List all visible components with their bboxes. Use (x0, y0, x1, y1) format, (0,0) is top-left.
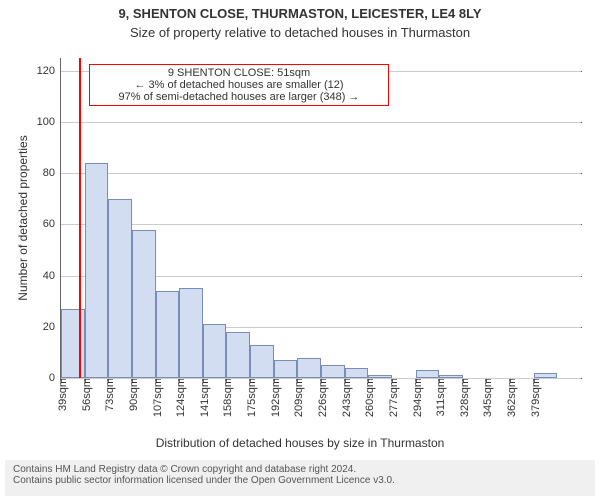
annotation-line: 9 SHENTON CLOSE: 51sqm (94, 67, 384, 79)
histogram-bar (297, 358, 321, 378)
xtick-label: 328sqm (455, 378, 471, 417)
reference-line (79, 58, 81, 378)
xtick-label: 362sqm (502, 378, 518, 417)
histogram-bar (321, 365, 345, 378)
histogram-bar (250, 345, 274, 378)
footer: Contains HM Land Registry data © Crown c… (5, 460, 595, 496)
histogram-bar (416, 370, 440, 378)
ytick-label: 120 (37, 65, 61, 77)
ytick-label: 80 (43, 167, 61, 179)
histogram-bar (179, 288, 203, 378)
annotation-line: ← 3% of detached houses are smaller (12) (94, 79, 384, 91)
x-axis-label: Distribution of detached houses by size … (0, 436, 600, 450)
xtick-label: 379sqm (526, 378, 542, 417)
ytick-label: 100 (37, 116, 61, 128)
annotation-box: 9 SHENTON CLOSE: 51sqm ← 3% of detached … (89, 64, 389, 106)
xtick-label: 175sqm (242, 378, 258, 417)
xtick-label: 209sqm (289, 378, 305, 417)
plot-area: 9 SHENTON CLOSE: 51sqm ← 3% of detached … (60, 58, 581, 379)
histogram-bar (274, 360, 298, 378)
histogram-bar (534, 373, 558, 378)
xtick-label: 294sqm (408, 378, 424, 417)
histogram-bar (368, 375, 392, 378)
ytick-label: 40 (43, 270, 61, 282)
xtick-label: 226sqm (313, 378, 329, 417)
y-axis-label: Number of detached properties (16, 135, 30, 300)
histogram-bar (132, 230, 156, 378)
histogram-bar (439, 375, 463, 378)
xtick-label: 192sqm (266, 378, 282, 417)
annotation-line: 97% of semi-detached houses are larger (… (94, 91, 384, 103)
gridline (61, 378, 581, 379)
gridline (61, 224, 581, 225)
xtick-label: 141sqm (195, 378, 211, 417)
xtick-label: 345sqm (478, 378, 494, 417)
histogram-bar (345, 368, 369, 378)
histogram-bar (156, 291, 180, 378)
xtick-label: 39sqm (53, 378, 69, 411)
xtick-label: 56sqm (77, 378, 93, 411)
xtick-label: 311sqm (431, 378, 447, 416)
xtick-label: 73sqm (100, 378, 116, 411)
histogram-bar (226, 332, 250, 378)
histogram-bar (203, 324, 227, 378)
ytick-label: 20 (43, 321, 61, 333)
histogram-bar (108, 199, 132, 378)
footer-line: Contains public sector information licen… (13, 475, 587, 486)
footer-line: Contains HM Land Registry data © Crown c… (13, 464, 587, 475)
gridline (61, 122, 581, 123)
gridline (61, 173, 581, 174)
xtick-label: 243sqm (337, 378, 353, 417)
xtick-label: 260sqm (360, 378, 376, 417)
xtick-label: 90sqm (124, 378, 140, 411)
chart-title-line1: 9, SHENTON CLOSE, THURMASTON, LEICESTER,… (0, 6, 600, 21)
xtick-label: 277sqm (384, 378, 400, 417)
ytick-label: 60 (43, 218, 61, 230)
xtick-label: 107sqm (148, 378, 164, 417)
xtick-label: 124sqm (171, 378, 187, 417)
chart-title-line2: Size of property relative to detached ho… (0, 25, 600, 40)
xtick-label: 158sqm (218, 378, 234, 417)
histogram-bar (85, 163, 109, 378)
